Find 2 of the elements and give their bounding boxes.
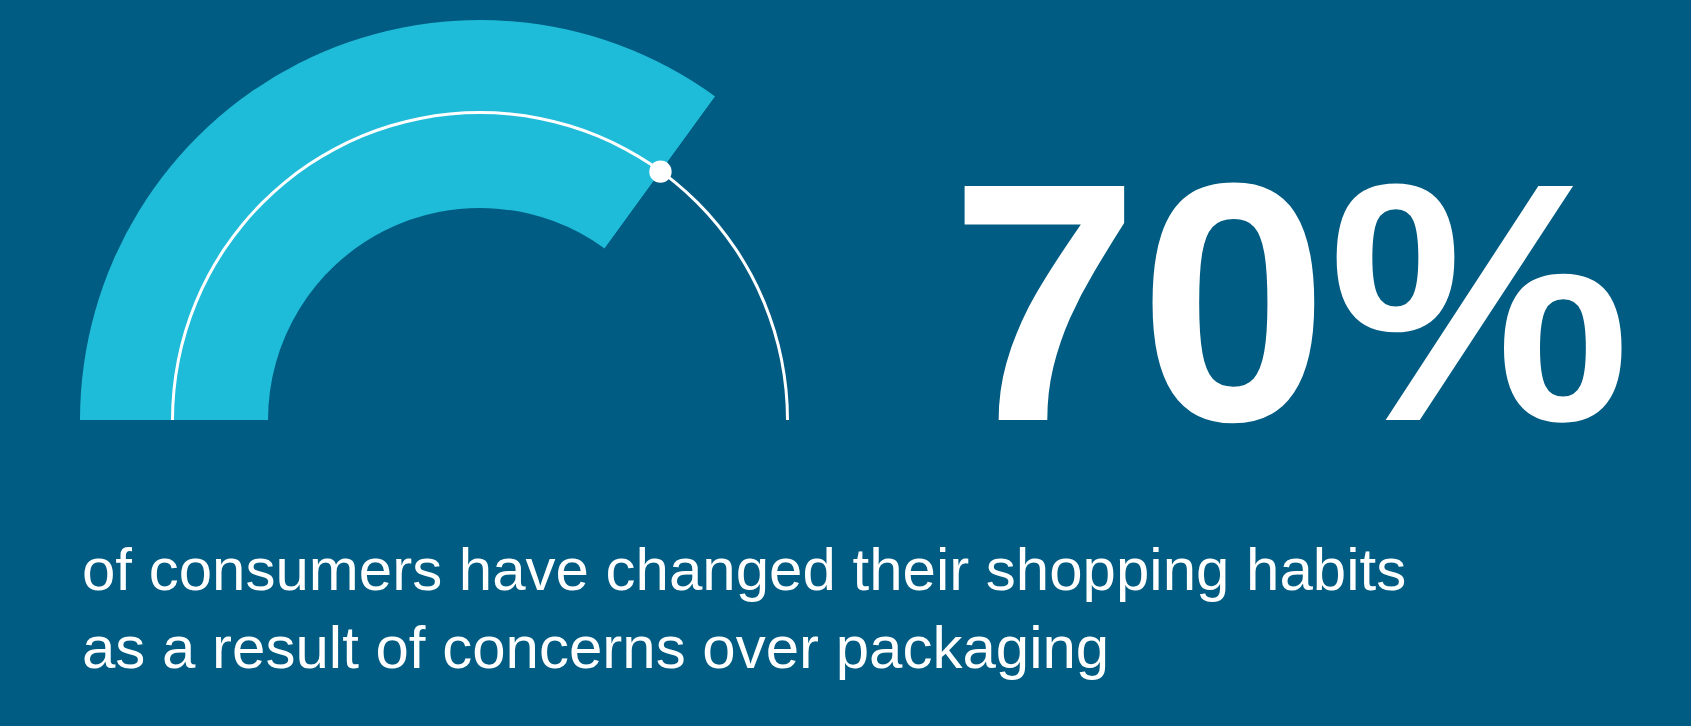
text: of consumers have changed their shopping habits as a result of concerns over packaging [82, 536, 1407, 681]
chart-title: 70% [950, 112, 1631, 492]
